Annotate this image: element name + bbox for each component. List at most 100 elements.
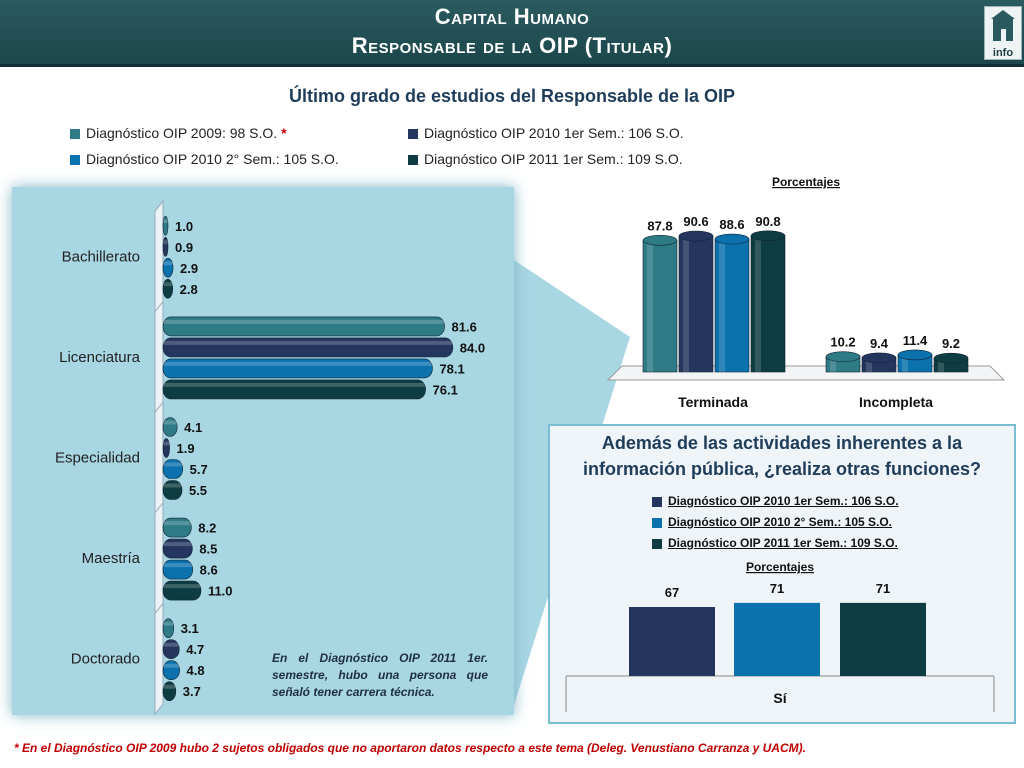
bar-highlight	[755, 235, 761, 372]
bar	[162, 237, 169, 257]
category-label: Doctorado	[71, 651, 140, 668]
data-label: 5.7	[190, 462, 208, 477]
data-label: 88.6	[719, 217, 744, 232]
legend-swatch	[70, 155, 80, 166]
bar-highlight	[163, 340, 453, 345]
bar-cap	[642, 235, 678, 246]
legend-swatch	[408, 155, 418, 166]
bar	[162, 417, 178, 437]
legend-item-2010-2: Diagnóstico OIP 2010 2° Sem.: 105 S.O.	[70, 151, 339, 167]
data-label: 84.0	[460, 340, 485, 355]
legend-swatch	[652, 496, 662, 507]
bar-highlight	[163, 319, 445, 324]
tick-line	[154, 401, 164, 413]
data-label: 4.7	[186, 642, 204, 657]
bar-highlight	[163, 261, 174, 266]
tick-line	[154, 603, 164, 614]
education-panel	[12, 187, 514, 715]
bar-highlight	[902, 354, 908, 372]
bar-highlight	[866, 357, 872, 372]
bar-highlight	[163, 542, 193, 547]
legend-label: Diagnóstico OIP 2010 2° Sem.: 105 S.O.	[86, 151, 339, 167]
data-label: 76.1	[433, 382, 458, 397]
bar	[840, 602, 926, 676]
data-label: 71	[770, 581, 784, 596]
bar	[162, 681, 177, 702]
bar	[162, 459, 183, 479]
bar-highlight	[163, 584, 201, 589]
tick-line	[154, 502, 164, 514]
bar	[734, 602, 820, 676]
technical-career-note: En el Diagnóstico OIP 2011 1er. semestre…	[272, 651, 488, 699]
legend-swatch	[70, 129, 80, 140]
bar-highlight	[163, 382, 426, 387]
bar-highlight	[163, 684, 176, 689]
bar	[714, 238, 750, 373]
category-label: Maestría	[82, 550, 141, 567]
bar-cap	[714, 233, 750, 245]
data-label: 2.8	[180, 282, 198, 297]
data-label: 90.6	[683, 214, 708, 229]
bar-highlight	[163, 521, 192, 526]
data-label: 87.8	[647, 218, 672, 233]
bar	[162, 660, 180, 681]
bar-highlight	[830, 356, 836, 372]
legend-label: Diagnóstico OIP 2009: 98 S.O.	[86, 125, 278, 141]
legend-swatch	[408, 129, 418, 140]
tick-line	[154, 200, 164, 212]
bar	[162, 480, 183, 500]
data-label: 9.2	[942, 336, 960, 351]
data-label: 8.2	[198, 521, 216, 536]
bar	[678, 235, 714, 373]
data-label: 9.4	[870, 336, 889, 351]
legend-label: Diagnóstico OIP 2011 1er Sem.: 109 S.O.	[668, 536, 898, 550]
page-title: Capital Humano	[434, 4, 590, 29]
bar-highlight	[163, 663, 180, 668]
header-bar: Capital Humano Responsable de la OIP (Ti…	[0, 0, 1024, 67]
data-label: 67	[665, 585, 679, 600]
legend-swatch	[652, 538, 662, 549]
bar-highlight	[938, 358, 944, 372]
legend-label: Diagnóstico OIP 2010 1er Sem.: 106 S.O.	[668, 494, 899, 508]
data-label: 1.0	[175, 219, 193, 234]
category-label: Terminada	[678, 394, 748, 410]
data-label: 11.0	[208, 584, 233, 599]
bar	[162, 580, 202, 601]
data-label: 4.8	[187, 663, 205, 678]
bar	[162, 216, 169, 236]
bar	[162, 316, 445, 337]
bar-highlight	[163, 621, 174, 626]
bar-highlight	[163, 420, 178, 425]
page-subtitle: Responsable de la OIP (Titular)	[351, 33, 673, 58]
chart-title: Último grado de estudios del Responsable…	[288, 86, 736, 106]
category-label: Sí	[773, 690, 787, 706]
category-label: Bachillerato	[62, 248, 140, 265]
data-label: 4.1	[184, 420, 202, 435]
bar	[162, 278, 173, 299]
legend-label: Diagnóstico OIP 2011 1er Sem.: 109 S.O.	[424, 151, 683, 167]
bar	[642, 240, 678, 373]
q-legend-item-2010-2: Diagnóstico OIP 2010 2° Sem.: 105 S.O.	[652, 515, 892, 529]
data-label: 81.6	[452, 319, 477, 334]
bar	[750, 235, 786, 373]
bar-highlight	[163, 361, 433, 366]
bar-cap	[861, 352, 897, 364]
bar-cap	[933, 352, 969, 364]
data-label: 1.9	[177, 441, 195, 456]
bar-highlight	[163, 483, 182, 488]
tick-line	[154, 301, 164, 312]
q-legend-item-2011: Diagnóstico OIP 2011 1er Sem.: 109 S.O.	[652, 536, 898, 550]
chart-unit-title: Porcentajes	[772, 175, 840, 189]
bar	[162, 438, 170, 458]
logo-text: info	[992, 47, 1014, 59]
category-label: Especialidad	[55, 450, 140, 467]
footnote: * En el Diagnóstico OIP 2009 hubo 2 suje…	[14, 741, 806, 755]
legend-label: Diagnóstico OIP 2010 1er Sem.: 106 S.O.	[424, 125, 684, 141]
bar-highlight	[163, 563, 193, 568]
category-label: Incompleta	[859, 394, 933, 410]
data-label: 5.5	[189, 483, 207, 498]
bar-cap	[750, 230, 786, 242]
